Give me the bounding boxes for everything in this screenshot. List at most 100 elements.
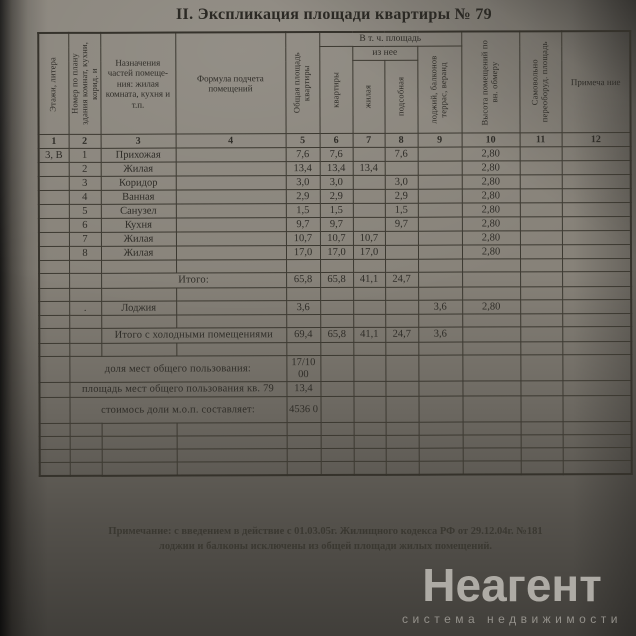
cell: 3,0 [384, 175, 418, 190]
cell [385, 435, 419, 449]
cell [353, 259, 386, 273]
cell [562, 460, 632, 475]
cell [39, 356, 70, 383]
cell: 2,80 [461, 146, 520, 162]
header-col-unauthorized: Самовольно переоборуд. площадь [519, 31, 562, 133]
column-number: 6 [319, 133, 353, 148]
cell [69, 423, 102, 437]
cell [320, 355, 354, 382]
cell: . [69, 301, 102, 316]
cell [520, 326, 563, 342]
cell [520, 395, 563, 422]
cell [320, 461, 354, 476]
cell [101, 315, 177, 329]
cell: 5 [68, 204, 101, 219]
cell [320, 259, 354, 273]
cell [175, 175, 286, 191]
cell: 7,6 [319, 147, 353, 162]
cell: 2,9 [384, 189, 418, 204]
cell [418, 461, 463, 475]
cell [176, 259, 287, 274]
cell: Прихожая [100, 148, 176, 163]
cell [462, 395, 521, 423]
cell [352, 147, 385, 162]
cell: 2,80 [461, 174, 520, 190]
cell [462, 434, 521, 449]
cell: 41,1 [353, 327, 386, 343]
cell [519, 216, 562, 231]
header-col-living: жилая [352, 60, 385, 134]
cell: Санузел [100, 204, 176, 219]
cell: 4536 0 [286, 396, 321, 423]
cell [175, 203, 286, 219]
cell [520, 313, 563, 327]
cell [462, 447, 521, 462]
cell [462, 258, 521, 273]
cell [519, 146, 562, 161]
cell: 2,9 [285, 189, 320, 204]
cell [519, 244, 563, 259]
column-number: 10 [461, 132, 520, 148]
cell [462, 326, 521, 343]
cell [39, 382, 70, 398]
cell [320, 300, 354, 315]
cell: 13,4 [319, 161, 353, 176]
cell [39, 273, 70, 289]
cell [353, 300, 386, 315]
cell [320, 435, 354, 449]
cell [353, 461, 386, 475]
cell [352, 217, 385, 232]
cell [520, 299, 563, 314]
cell [418, 422, 463, 436]
cell [176, 461, 287, 476]
cell: 3, В [38, 148, 69, 163]
cell [38, 190, 69, 205]
cell [561, 160, 631, 175]
cell: 1 [68, 148, 101, 163]
cell [38, 176, 69, 191]
cell: Жилая [100, 162, 176, 177]
cell [562, 326, 632, 342]
cell: стоимось доли м.о.п. составляет: [69, 396, 287, 424]
cell [39, 301, 70, 316]
cell [418, 272, 463, 288]
cell [286, 314, 321, 328]
cell [462, 354, 521, 382]
header-col-apartment: квартиры [319, 46, 353, 134]
cell [353, 448, 386, 462]
cell [418, 396, 463, 423]
cell [562, 313, 632, 327]
cell [39, 328, 70, 344]
header-group-of-it: из нее [352, 46, 418, 61]
cell: 24,7 [385, 272, 419, 288]
cell [417, 245, 463, 260]
cell [418, 287, 463, 301]
cell [175, 231, 286, 247]
cell [69, 288, 102, 302]
cell: 2,80 [461, 188, 520, 204]
cell [562, 421, 632, 435]
cell [286, 448, 321, 462]
cell: 17,0 [352, 245, 386, 260]
column-number: 12 [561, 132, 631, 147]
cell: 2,80 [462, 299, 521, 315]
cell [385, 300, 419, 315]
header-col-total-area: Общая площадь квартиры [285, 32, 320, 134]
cell: 17,0 [285, 245, 321, 260]
cell [353, 342, 386, 356]
cell [39, 462, 70, 477]
cell: 13,4 [352, 161, 385, 176]
cell [176, 287, 287, 302]
table-header: Этажи, литера Номер по плану здания комн… [38, 30, 631, 149]
cell [38, 218, 69, 233]
cell [69, 436, 102, 450]
cell [320, 448, 354, 462]
cell: 7,6 [285, 147, 320, 162]
cell: 2,80 [461, 230, 520, 246]
cell [320, 396, 354, 423]
cell [286, 342, 321, 356]
cell: 3 [68, 176, 101, 191]
cell [418, 435, 463, 449]
cell [561, 244, 632, 259]
